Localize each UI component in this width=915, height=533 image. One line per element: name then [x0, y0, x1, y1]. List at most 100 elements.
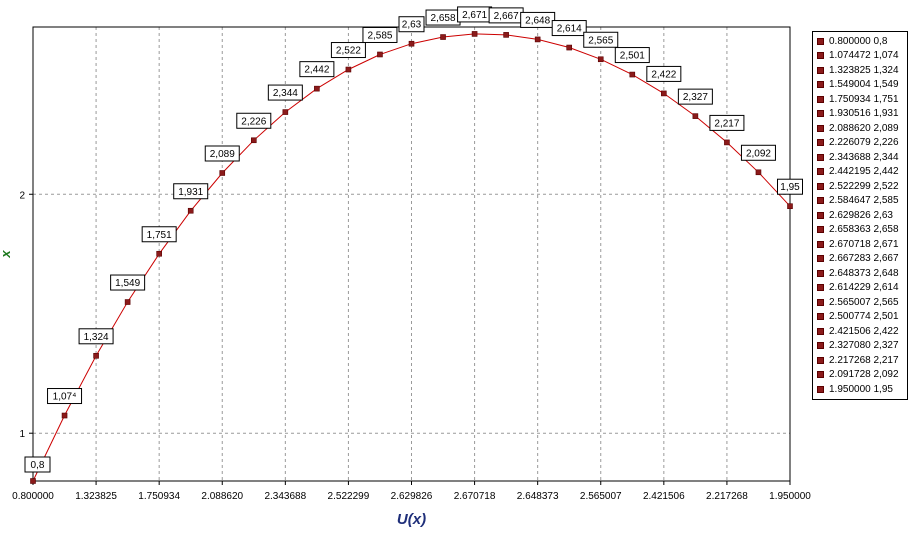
data-label-text: 2,217	[714, 118, 739, 129]
legend-swatch	[817, 182, 824, 190]
legend-item: 2.421506 2,422	[813, 324, 907, 339]
data-label: 2,565	[583, 31, 619, 48]
legend-label: 2.565007 2,565	[829, 296, 899, 308]
legend-item: 0.800000 0,8	[813, 34, 907, 49]
data-label: 2,501	[614, 47, 650, 64]
data-label-text: 1,751	[147, 230, 172, 241]
data-label-box	[520, 11, 556, 28]
legend-item: 2.343688 2,344	[813, 150, 907, 165]
legend-item: 2.658363 2,658	[813, 223, 907, 238]
legend-label: 2.442195 2,442	[829, 166, 899, 178]
x-tick-label: 1.950000	[769, 491, 811, 502]
legend-item: 2.565007 2,565	[813, 295, 907, 310]
data-label-text: 2,501	[620, 51, 645, 62]
data-label-box	[646, 65, 682, 82]
legend-label: 2.584647 2,585	[829, 195, 899, 207]
data-label-box	[777, 178, 803, 195]
data-point	[345, 66, 352, 73]
legend-swatch	[817, 81, 824, 89]
data-point	[314, 85, 320, 92]
data-label-text: 0,8	[31, 460, 45, 471]
legend-swatch	[817, 52, 824, 60]
legend-item: 2.091728 2,092	[813, 368, 907, 383]
data-label: 1,751	[141, 226, 177, 243]
data-label: 0,8	[24, 456, 51, 473]
data-point	[440, 34, 446, 40]
data-label-box	[141, 226, 177, 243]
data-point	[250, 137, 257, 144]
legend-label: 2.670718 2,671	[829, 238, 899, 250]
legend-label: 2.091728 2,092	[829, 369, 899, 381]
data-label-box	[583, 31, 619, 48]
data-label-box	[709, 114, 745, 131]
data-point	[471, 31, 478, 37]
x-tick-label: 2.421506	[643, 491, 685, 502]
x-tick-label: 2.217268	[706, 491, 748, 502]
data-point	[566, 44, 573, 51]
legend-item: 1.930516 1,931	[813, 107, 907, 122]
data-label: 2,658	[425, 9, 461, 26]
x-tick-label: 2.088620	[201, 491, 243, 502]
x-tick-label: 2.670718	[454, 491, 496, 502]
legend-swatch	[817, 385, 824, 393]
legend-swatch	[817, 139, 824, 147]
data-label-text: 2,442	[304, 65, 329, 76]
y-tick-label: 2	[19, 190, 25, 201]
y-axis: 12	[19, 190, 33, 440]
legend-item: 2.226079 2,226	[813, 136, 907, 151]
data-point	[597, 56, 604, 63]
legend-item: 2.327080 2,327	[813, 339, 907, 354]
x-tick-label: 2.522299	[328, 491, 370, 502]
legend-swatch	[817, 356, 824, 364]
data-label: 2,671	[457, 6, 493, 23]
legend: 0.800000 0,8 1.074472 1,074 1.323825 1,324…	[812, 31, 908, 400]
data-point	[30, 478, 36, 484]
legend-label: 2.343688 2,344	[829, 151, 899, 163]
x-tick-label: 2.565007	[580, 491, 622, 502]
data-label-text: 1,931	[178, 187, 203, 198]
legend-item: 1.323825 1,324	[813, 63, 907, 78]
y-tick-label: 1	[19, 429, 25, 440]
data-point	[282, 109, 289, 115]
legend-label: 1.549004 1,549	[829, 79, 899, 91]
data-label: 2,327	[677, 88, 713, 105]
data-label-text: 2,092	[746, 148, 771, 159]
data-point	[156, 250, 162, 257]
legend-item: 2.584647 2,585	[813, 194, 907, 209]
legend-item: 2.629826 2,63	[813, 208, 907, 223]
legend-label: 1.074472 1,074	[829, 50, 899, 62]
x-tick-label: 0.800000	[12, 491, 54, 502]
data-point	[661, 90, 667, 97]
data-point	[629, 71, 636, 78]
legend-item: 2.522299 2,522	[813, 179, 907, 194]
data-label: 1,07⁴	[47, 388, 83, 405]
data-label-box	[362, 26, 398, 43]
data-label-box	[740, 144, 776, 161]
legend-item: 1.950000 1,95	[813, 382, 907, 397]
data-label-text: 2,522	[336, 46, 361, 57]
data-label: 2,522	[330, 42, 366, 59]
data-label-box	[551, 20, 587, 37]
legend-label: 2.217268 2,217	[829, 354, 899, 366]
data-label-text: 2,671	[462, 10, 487, 21]
legend-item: 2.442195 2,442	[813, 165, 907, 180]
data-point	[124, 299, 131, 305]
data-label: 2,614	[551, 20, 587, 37]
data-point	[219, 170, 226, 176]
data-label: 2,422	[646, 65, 682, 82]
data-point	[408, 40, 415, 47]
legend-item: 2.667283 2,667	[813, 252, 907, 267]
data-label-box	[299, 61, 335, 78]
data-label: 2,092	[740, 144, 776, 161]
legend-label: 1.950000 1,95	[829, 383, 893, 395]
legend-label: 2.500774 2,501	[829, 311, 899, 323]
legend-item: 2.500774 2,501	[813, 310, 907, 325]
data-label-text: 1,324	[84, 332, 109, 343]
legend-label: 2.658363 2,658	[829, 224, 899, 236]
data-label: 1,549	[110, 274, 146, 291]
data-label: 2,63	[398, 16, 425, 33]
data-label-text: 2,327	[683, 92, 708, 103]
legend-label: 2.614229 2,614	[829, 282, 899, 294]
legend-swatch	[817, 110, 824, 118]
